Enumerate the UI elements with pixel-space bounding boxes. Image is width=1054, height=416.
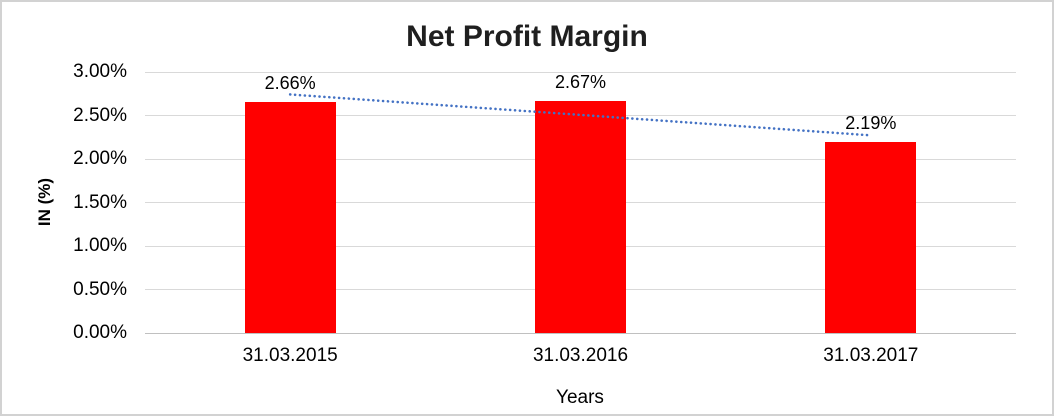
x-tick-label: 31.03.2016 <box>532 345 629 366</box>
x-tick-label: 31.03.2017 <box>823 345 919 366</box>
x-tick-label: 31.03.2015 <box>242 345 338 366</box>
gridline <box>145 71 1016 73</box>
bar <box>535 100 626 333</box>
bar <box>244 101 336 333</box>
bar <box>825 142 917 333</box>
y-tick-label: 0.00% <box>73 322 127 343</box>
data-label: 2.67% <box>554 71 607 92</box>
y-tick-label: 2.00% <box>73 148 127 169</box>
y-tick-label: 1.00% <box>73 235 127 256</box>
data-label: 2.66% <box>264 72 316 93</box>
y-tick-label: 3.00% <box>73 61 127 82</box>
y-tick-label: 1.50% <box>73 191 127 213</box>
data-label: 2.19% <box>845 113 897 134</box>
x-axis-title: Years <box>556 387 604 408</box>
chart-title: Net Profit Margin <box>406 20 648 53</box>
gridline <box>145 332 1016 334</box>
y-tick-label: 0.50% <box>73 278 127 300</box>
y-tick-label: 2.50% <box>73 104 127 126</box>
